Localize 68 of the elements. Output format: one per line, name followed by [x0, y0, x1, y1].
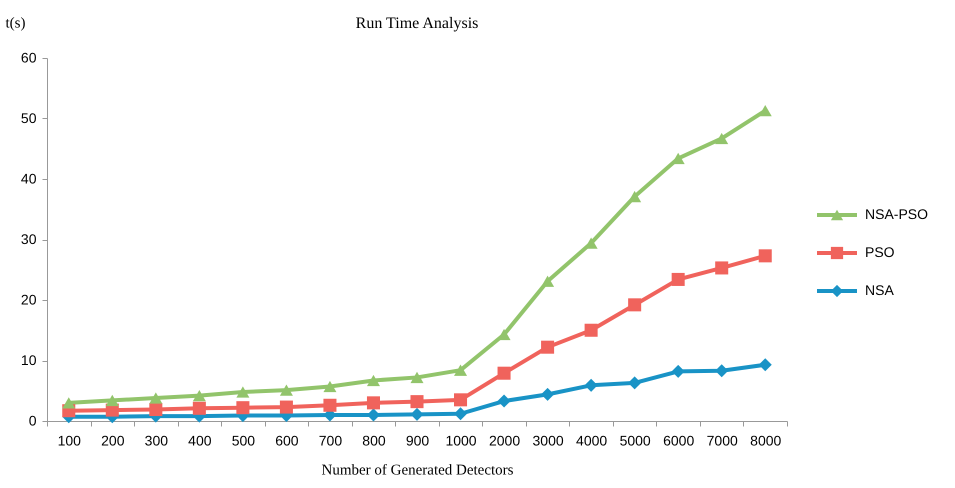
point	[498, 366, 511, 380]
point	[498, 394, 511, 408]
chart-title: Run Time Analysis	[356, 15, 478, 32]
point	[454, 407, 468, 420]
point	[149, 402, 162, 416]
point	[410, 372, 424, 384]
x-tick-label: 600	[275, 432, 299, 448]
y-axis-title: t(s)	[6, 16, 26, 32]
point	[366, 374, 380, 386]
x-tick-label: 6000	[663, 432, 694, 448]
point	[541, 340, 554, 354]
x-tick-label: 500	[232, 432, 256, 448]
point	[410, 408, 424, 421]
x-tick-label: 4000	[576, 432, 608, 448]
point	[672, 364, 685, 378]
point	[758, 104, 772, 116]
y-tick-label: 30	[20, 231, 37, 247]
x-tick-label: 200	[101, 432, 125, 448]
point	[541, 276, 554, 287]
y-tick-label: 10	[20, 352, 37, 368]
point	[323, 380, 336, 392]
point	[454, 393, 468, 406]
point	[541, 388, 554, 401]
x-tick-label: 2000	[488, 432, 520, 448]
point	[62, 397, 76, 408]
x-tick-label: 300	[144, 432, 168, 448]
point	[715, 132, 728, 144]
point	[584, 324, 598, 337]
point	[280, 384, 293, 396]
x-tick-label: 400	[188, 432, 212, 448]
x-tick-label: 7000	[706, 432, 738, 448]
point	[192, 390, 206, 402]
x-tick-label: 3000	[532, 432, 564, 448]
point	[366, 396, 380, 410]
point	[192, 402, 206, 415]
x-tick-label: 900	[406, 432, 430, 448]
point	[410, 395, 424, 408]
x-tick-label: 100	[58, 432, 82, 448]
legend-label: NSA-PSO	[865, 206, 928, 222]
point	[758, 358, 772, 372]
y-tick-label: 0	[28, 412, 37, 428]
x-tick-label: 5000	[620, 432, 651, 448]
x-axis-title: Number of Generated Detectors	[322, 462, 514, 478]
point	[149, 392, 162, 404]
point	[584, 378, 598, 392]
point	[323, 398, 336, 412]
x-tick-label: 8000	[750, 432, 782, 448]
point	[236, 386, 250, 398]
x-tick-label: 1000	[445, 432, 477, 448]
point	[715, 261, 728, 274]
point	[628, 298, 642, 312]
point	[106, 394, 119, 406]
point	[454, 364, 468, 376]
y-tick-label: 50	[20, 110, 37, 126]
y-tick-label: 20	[20, 292, 37, 308]
point	[628, 190, 642, 202]
point	[628, 376, 642, 390]
legend-label: PSO	[865, 244, 895, 260]
point	[280, 400, 293, 414]
point	[715, 364, 728, 378]
point	[236, 401, 250, 414]
y-tick-label: 60	[20, 50, 37, 66]
x-tick-label: 700	[318, 432, 342, 448]
x-tick-label: 800	[362, 432, 386, 448]
point	[672, 272, 685, 286]
point	[758, 249, 772, 262]
y-tick-label: 40	[20, 170, 37, 186]
legend-label: NSA	[865, 282, 894, 298]
